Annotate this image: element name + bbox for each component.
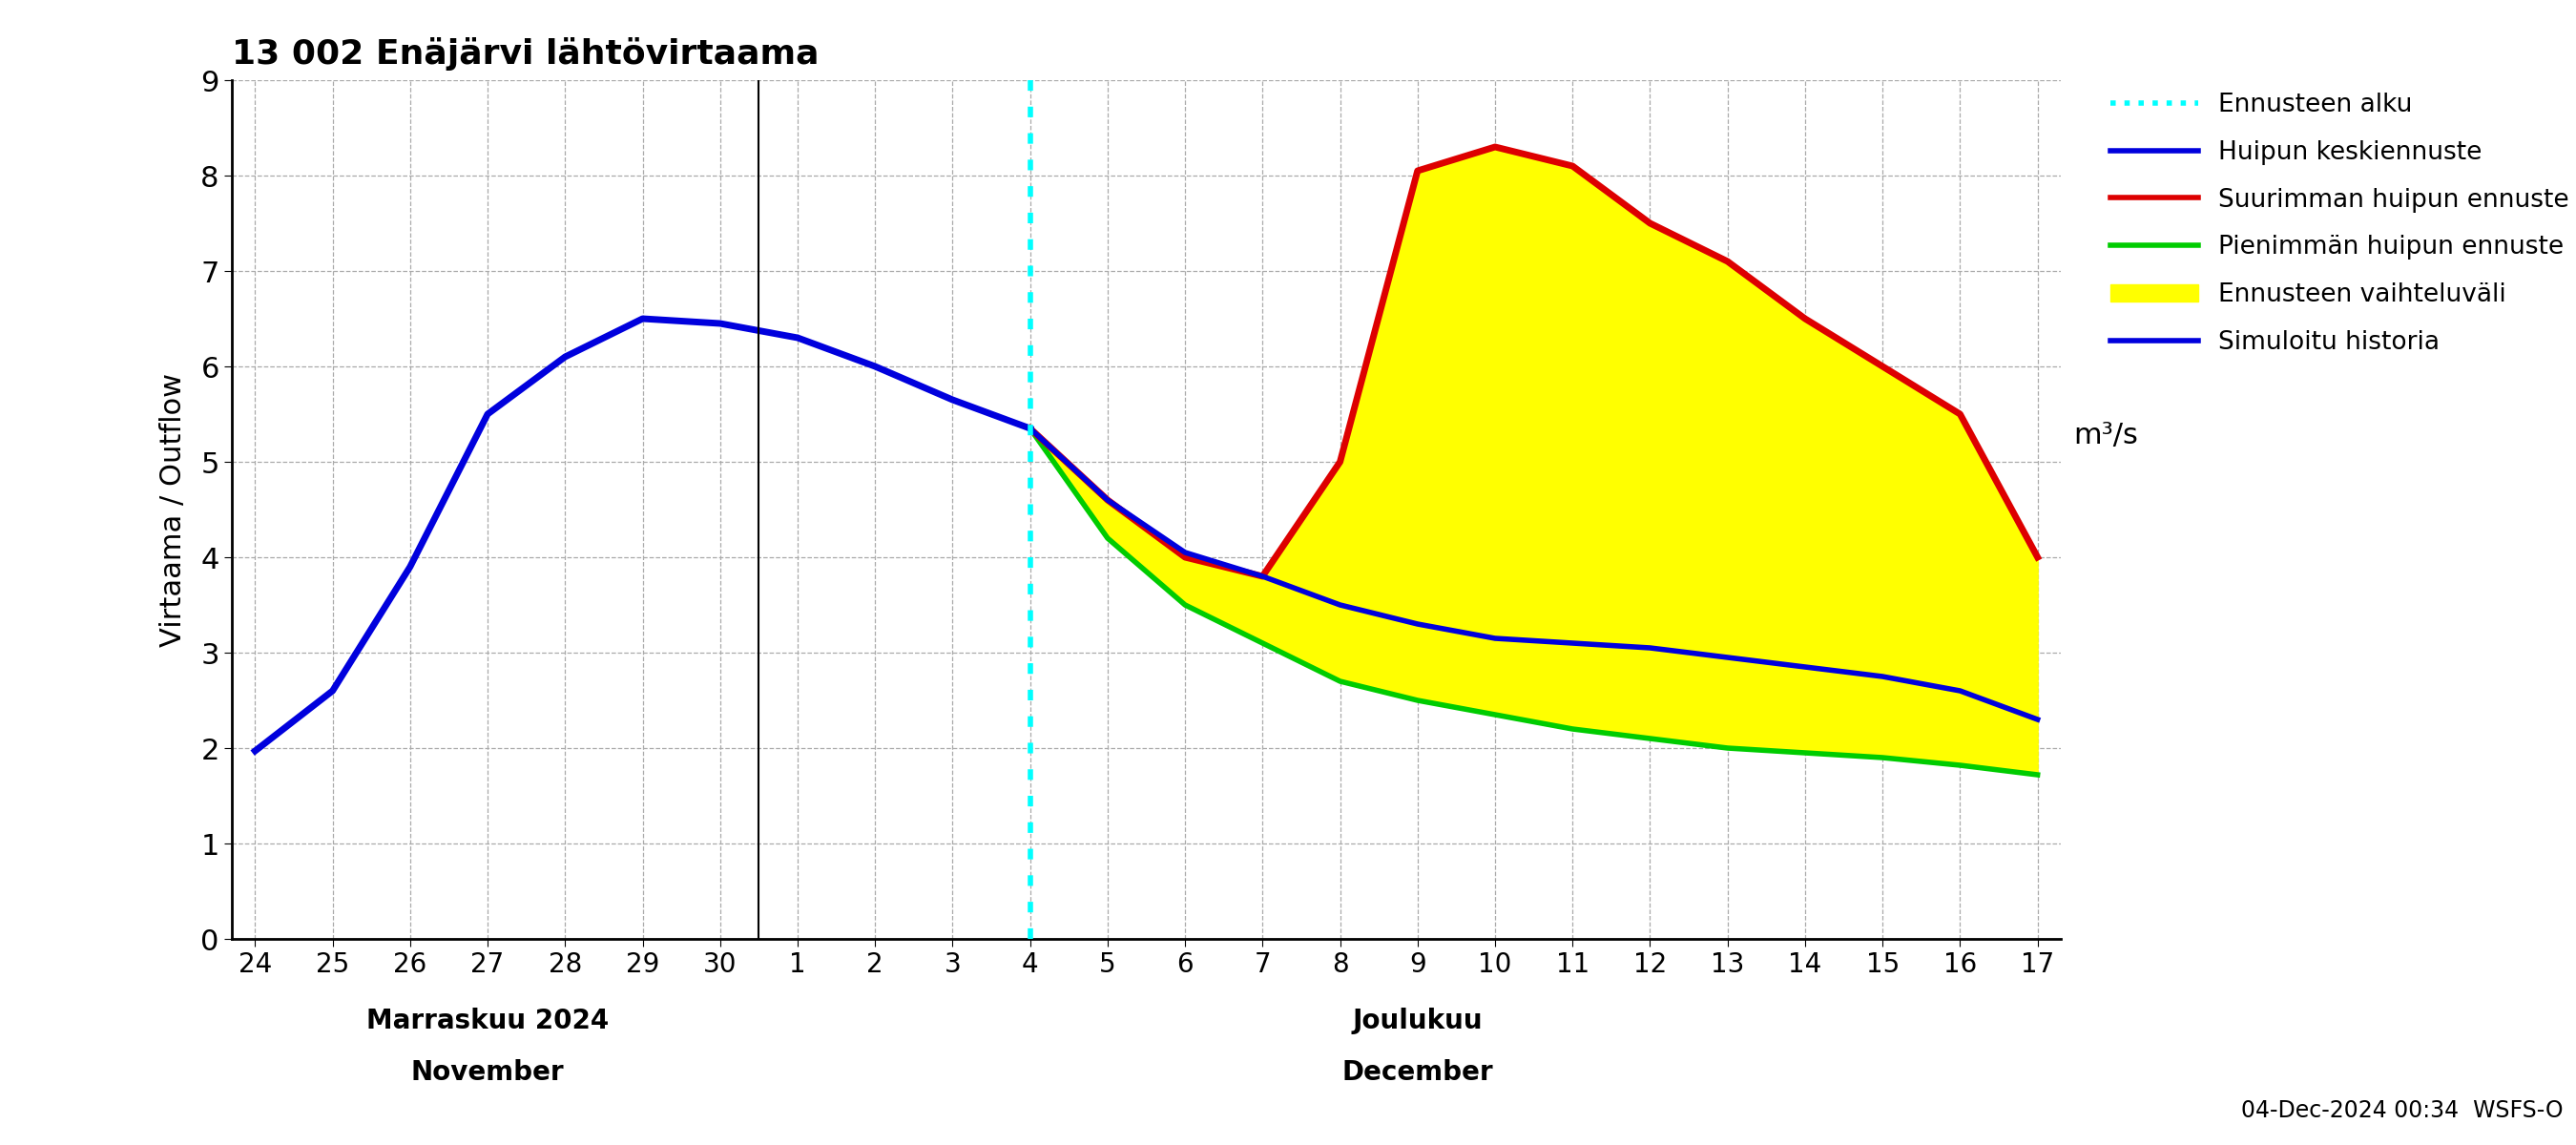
Text: November: November <box>412 1059 564 1085</box>
Text: m³/s: m³/s <box>2074 421 2138 449</box>
Legend: Ennusteen alku, Huipun keskiennuste, Suurimman huipun ennuste, Pienimmän huipun : Ennusteen alku, Huipun keskiennuste, Suu… <box>2110 93 2568 355</box>
Y-axis label: Virtaama / Outflow: Virtaama / Outflow <box>160 372 188 647</box>
Text: December: December <box>1342 1059 1494 1085</box>
Text: 04-Dec-2024 00:34  WSFS-O: 04-Dec-2024 00:34 WSFS-O <box>2241 1099 2563 1122</box>
Text: Marraskuu 2024: Marraskuu 2024 <box>366 1008 608 1034</box>
Text: 13 002 Enäjärvi lähtövirtaama: 13 002 Enäjärvi lähtövirtaama <box>232 38 819 71</box>
Text: Joulukuu: Joulukuu <box>1352 1008 1484 1034</box>
